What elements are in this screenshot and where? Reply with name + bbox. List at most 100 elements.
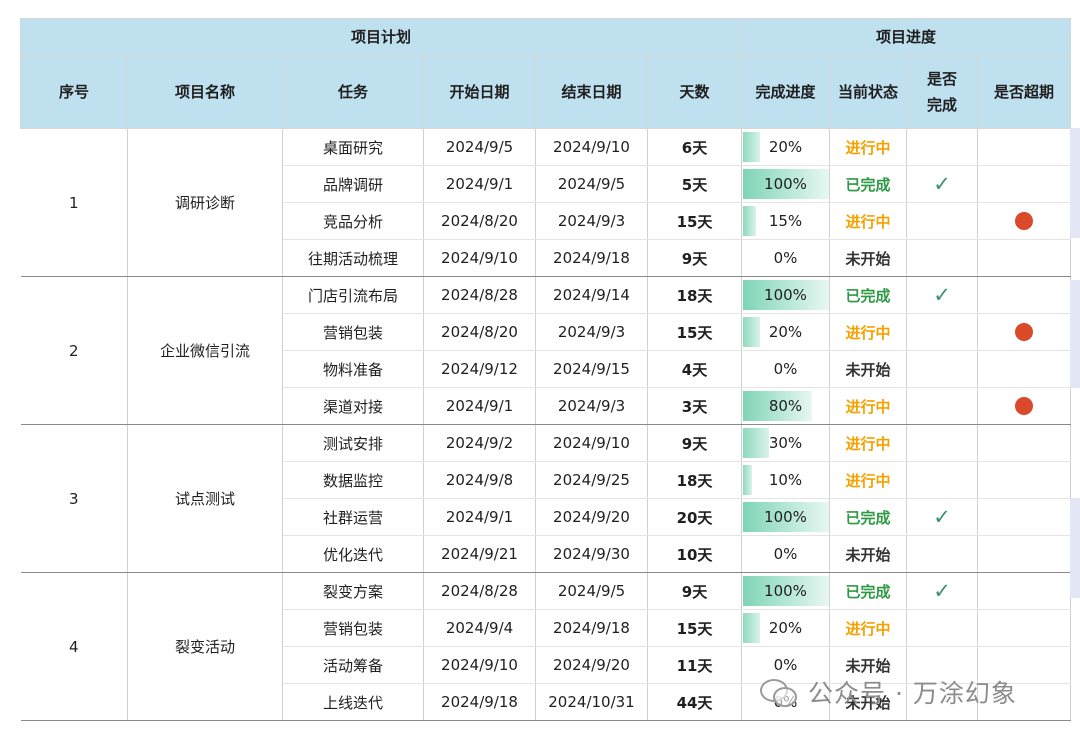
table-row: 竞品分析 2024/8/20 2024/9/3 15天 15% 进行中 [21,202,1071,240]
overdue-cell [977,683,1071,721]
start-date-cell: 2024/8/28 [423,572,536,610]
progress-text: 20% [768,619,803,637]
check-icon: ✓ [933,579,951,603]
overdue-cell [977,387,1071,425]
days-cell: 5天 [647,165,742,203]
edge-segment [1070,498,1080,598]
done-cell: ✓ [906,276,978,314]
start-date-cell: 2024/9/5 [423,128,536,166]
progress-bar [743,169,829,199]
group-index-cell: 3 [20,424,128,573]
overdue-cell [977,350,1071,388]
end-date-cell: 2024/9/25 [535,461,648,499]
done-cell [906,535,978,573]
end-date-cell: 2024/9/10 [535,128,648,166]
status-cell: 进行中 [829,202,907,240]
progress-text: 0% [773,545,798,563]
status-cell: 未开始 [829,239,907,277]
overdue-cell [977,609,1071,647]
progress-bar [743,206,756,236]
done-cell: ✓ [906,572,978,610]
start-date-cell: 2024/9/2 [423,424,536,462]
start-date-cell: 2024/9/12 [423,350,536,388]
overdue-cell [977,535,1071,573]
done-cell [906,313,978,351]
days-cell: 3天 [647,387,742,425]
start-date-cell: 2024/9/4 [423,609,536,647]
days-cell: 15天 [647,609,742,647]
col-header-status: 当前状态 [829,54,907,129]
table-row: 1 调研诊断 桌面研究 2024/9/5 2024/9/10 6天 20% 进行中 [20,128,1071,277]
group-name-cell: 调研诊断 [127,128,283,277]
days-cell: 18天 [647,461,742,499]
start-date-cell: 2024/8/20 [423,202,536,240]
end-date-cell: 2024/9/10 [535,424,648,462]
progress-text: 100% [764,286,807,304]
days-cell: 10天 [647,535,742,573]
overdue-cell [977,128,1071,166]
start-date-cell: 2024/9/10 [423,239,536,277]
table-row: 品牌调研 2024/9/1 2024/9/5 5天 100% 已完成 ✓ [21,165,1071,203]
progress-cell: 10% [741,461,830,499]
red-dot-icon [1015,397,1033,416]
task-cell: 品牌调研 [282,165,424,203]
days-cell: 15天 [647,313,742,351]
overdue-cell [977,572,1071,610]
done-cell [906,202,978,240]
task-cell: 测试安排 [282,424,424,462]
end-date-cell: 2024/9/18 [535,239,648,277]
done-cell [906,609,978,647]
days-cell: 9天 [647,572,742,610]
done-cell [906,128,978,166]
start-date-cell: 2024/9/18 [423,683,536,721]
progress-text: 100% [764,582,807,600]
task-cell: 上线迭代 [282,683,424,721]
table-row: 营销包装 2024/9/4 2024/9/18 15天 20% 进行中 [21,609,1071,647]
status-cell: 未开始 [829,535,907,573]
days-cell: 11天 [647,646,742,684]
progress-cell: 0% [741,350,830,388]
task-cell: 竞品分析 [282,202,424,240]
col-header-end: 结束日期 [535,54,648,129]
end-date-cell: 2024/9/3 [535,313,648,351]
table-row: 社群运营 2024/9/1 2024/9/20 20天 100% 已完成 ✓ [21,498,1071,536]
days-cell: 18天 [647,276,742,314]
status-cell: 进行中 [829,609,907,647]
progress-text: 100% [764,508,807,526]
task-cell: 数据监控 [282,461,424,499]
done-cell [906,683,978,721]
progress-cell: 0% [741,535,830,573]
table-row: 物料准备 2024/9/12 2024/9/15 4天 0% 未开始 [21,350,1071,388]
progress-cell: 15% [741,202,830,240]
start-date-cell: 2024/8/28 [423,276,536,314]
table-row: 数据监控 2024/9/8 2024/9/25 18天 10% 进行中 [21,461,1071,499]
red-dot-icon [1015,212,1033,231]
group-name-cell: 企业微信引流 [127,276,283,425]
done-cell [906,239,978,277]
end-date-cell: 2024/9/15 [535,350,648,388]
edge-segment [1070,280,1080,388]
progress-bar [743,391,812,421]
progress-bar [743,613,761,643]
task-cell: 裂变方案 [282,572,424,610]
overdue-cell [977,313,1071,351]
watermark: 公众号 · 万涂幻象 [760,672,1017,712]
status-cell: 未开始 [829,350,907,388]
progress-cell: 100% [741,572,830,610]
done-cell [906,646,978,684]
check-icon: ✓ [933,505,951,529]
table-row: 3 试点测试 测试安排 2024/9/2 2024/9/10 9天 30% 进行中 [20,424,1071,573]
group-name-cell: 试点测试 [127,424,283,573]
days-cell: 6天 [647,128,742,166]
task-cell: 营销包装 [282,609,424,647]
progress-bar [743,428,769,458]
end-date-cell: 2024/9/3 [535,387,648,425]
group-header-progress: 项目进度 [741,18,1071,55]
overdue-cell [977,461,1071,499]
progress-text: 100% [764,175,807,193]
end-date-cell: 2024/9/5 [535,165,648,203]
status-cell: 已完成 [829,165,907,203]
progress-cell: 100% [741,165,830,203]
status-cell: 已完成 [829,572,907,610]
watermark-text: 公众号 · 万涂幻象 [808,679,1017,708]
